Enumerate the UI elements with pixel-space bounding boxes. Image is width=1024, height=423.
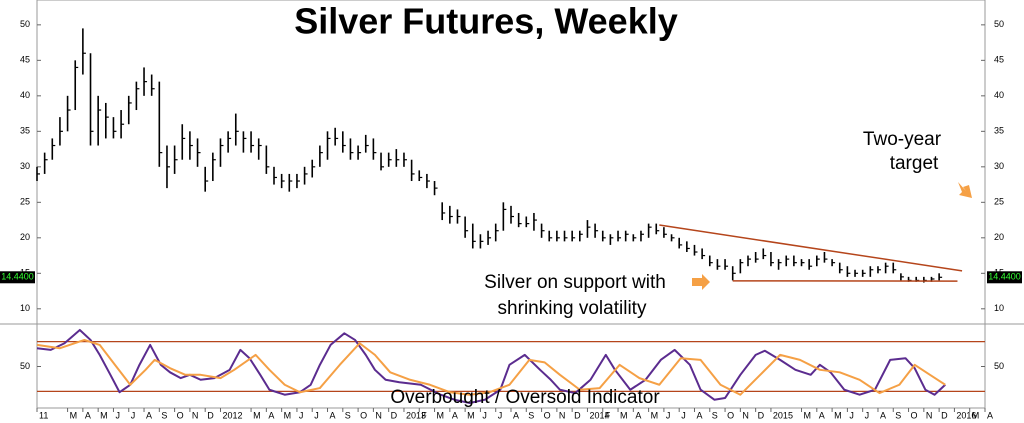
x-tick-label: A bbox=[268, 410, 274, 420]
x-tick-label: A bbox=[696, 410, 702, 420]
y-tick-label: 40 bbox=[994, 90, 1004, 100]
arrow bbox=[958, 182, 972, 198]
x-tick-label: D bbox=[391, 410, 398, 420]
x-tick-label: M bbox=[100, 410, 108, 420]
x-tick-label: M bbox=[437, 410, 445, 420]
y-tick-label: 50 bbox=[20, 19, 30, 29]
y-tick-label: 20 bbox=[20, 232, 30, 242]
x-tick-label: S bbox=[161, 410, 167, 420]
last-price-label: 14.4400 bbox=[1, 272, 34, 282]
x-tick-label: M bbox=[70, 410, 78, 420]
x-tick-label: J bbox=[681, 410, 686, 420]
x-tick-label: D bbox=[574, 410, 581, 420]
y-tick-label: 35 bbox=[20, 126, 30, 136]
x-tick-label: A bbox=[452, 410, 458, 420]
x-tick-label: S bbox=[345, 410, 351, 420]
x-tick-label: A bbox=[880, 410, 886, 420]
x-tick-label: M bbox=[253, 410, 261, 420]
x-tick-label: D bbox=[758, 410, 765, 420]
x-tick-label: M bbox=[467, 410, 475, 420]
last-price-label: 14.4400 bbox=[988, 272, 1021, 282]
annotation: target bbox=[890, 153, 939, 174]
x-tick-label: N bbox=[559, 410, 566, 420]
x-tick-label: J bbox=[849, 410, 854, 420]
x-tick-label: S bbox=[528, 410, 534, 420]
x-tick-label: N bbox=[926, 410, 933, 420]
annotation: Two-year bbox=[863, 129, 942, 150]
y-tick-label: 25 bbox=[20, 197, 30, 207]
x-tick-label: O bbox=[544, 410, 551, 420]
x-tick-label: A bbox=[85, 410, 91, 420]
y-tick-label: 45 bbox=[20, 55, 30, 65]
x-tick-label: J bbox=[498, 410, 503, 420]
x-tick-label: A bbox=[513, 410, 519, 420]
arrow bbox=[692, 274, 710, 290]
x-tick-label: J bbox=[314, 410, 319, 420]
x-tick-label: D bbox=[941, 410, 948, 420]
x-tick-label: J bbox=[666, 410, 671, 420]
x-tick-label: M bbox=[284, 410, 292, 420]
x-tick-label: F bbox=[605, 410, 611, 420]
x-tick-label: N bbox=[192, 410, 199, 420]
indicator-line bbox=[36, 338, 946, 396]
x-tick-label: J bbox=[131, 410, 136, 420]
x-tick-label: O bbox=[727, 410, 734, 420]
annotation: Silver on support with bbox=[484, 272, 666, 293]
y-tick-label: 20 bbox=[994, 232, 1004, 242]
y-tick-label: 35 bbox=[994, 126, 1004, 136]
x-tick-label: J bbox=[299, 410, 304, 420]
x-tick-label: 11 bbox=[39, 410, 48, 420]
indicator-title: Overbought / Oversold Indicator bbox=[390, 387, 660, 408]
y-tick-label: 40 bbox=[20, 90, 30, 100]
y-tick-label: 30 bbox=[994, 161, 1004, 171]
x-tick-label: M bbox=[834, 410, 842, 420]
x-tick-label: 2012 bbox=[222, 410, 242, 420]
x-tick-label: M bbox=[972, 410, 980, 420]
trendline bbox=[659, 224, 963, 272]
x-tick-label: J bbox=[865, 410, 870, 420]
x-tick-label: S bbox=[712, 410, 718, 420]
chart-title: Silver Futures, Weekly bbox=[294, 1, 678, 42]
x-tick-label: S bbox=[895, 410, 901, 420]
y-tick-label: 50 bbox=[20, 361, 30, 371]
x-tick-label: A bbox=[146, 410, 152, 420]
x-tick-label: A bbox=[987, 410, 993, 420]
x-tick-label: J bbox=[115, 410, 120, 420]
x-tick-label: 2014 bbox=[589, 410, 609, 420]
indicator-line bbox=[36, 328, 946, 405]
x-tick-label: A bbox=[330, 410, 336, 420]
x-tick-label: 2015 bbox=[773, 410, 793, 420]
y-tick-label: 50 bbox=[994, 19, 1004, 29]
y-tick-label: 10 bbox=[994, 303, 1004, 313]
x-tick-label: A bbox=[819, 410, 825, 420]
last-price-box bbox=[0, 271, 35, 284]
x-tick-label: F bbox=[421, 410, 427, 420]
x-tick-label: M bbox=[804, 410, 812, 420]
y-tick-label: 10 bbox=[20, 303, 30, 313]
y-tick-label: 25 bbox=[994, 197, 1004, 207]
annotation: shrinking volatility bbox=[498, 298, 647, 319]
y-tick-label: 45 bbox=[994, 55, 1004, 65]
x-tick-label: 2016 bbox=[956, 410, 976, 420]
x-tick-label: O bbox=[177, 410, 184, 420]
x-tick-label: O bbox=[360, 410, 367, 420]
x-tick-label: D bbox=[207, 410, 214, 420]
x-tick-label: M bbox=[651, 410, 659, 420]
y-tick-label: 30 bbox=[20, 161, 30, 171]
x-tick-label: M bbox=[620, 410, 628, 420]
x-tick-label: N bbox=[742, 410, 749, 420]
x-tick-label: N bbox=[375, 410, 382, 420]
y-tick-label: 50 bbox=[994, 361, 1004, 371]
x-tick-label: J bbox=[482, 410, 487, 420]
last-price-box bbox=[987, 271, 1022, 284]
x-tick-label: O bbox=[911, 410, 918, 420]
x-tick-label: 2013 bbox=[406, 410, 426, 420]
x-tick-label: A bbox=[635, 410, 641, 420]
